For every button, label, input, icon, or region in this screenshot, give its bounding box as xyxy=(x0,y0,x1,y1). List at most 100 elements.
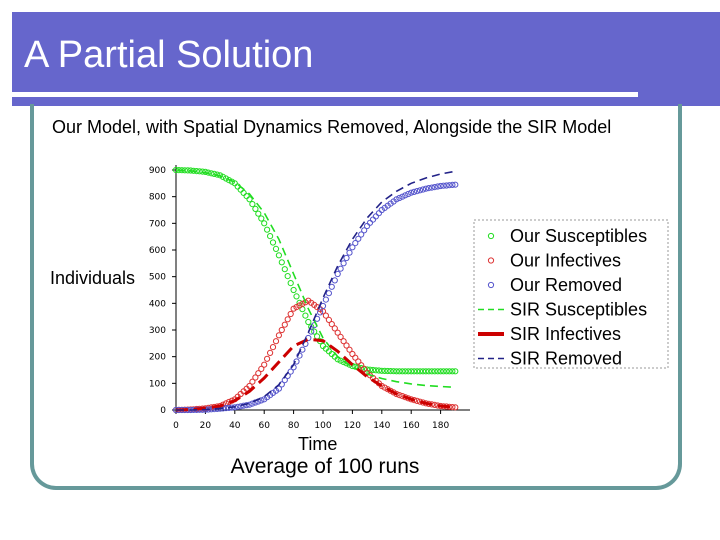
our-susceptibles-point xyxy=(305,318,312,326)
our-susceptibles-point xyxy=(296,299,303,306)
our-removed-point xyxy=(419,186,427,193)
our-removed-point xyxy=(422,185,429,192)
our-susceptibles-point xyxy=(452,368,459,375)
our-infectives-point xyxy=(249,378,256,385)
our-infectives-point xyxy=(258,365,265,372)
our-susceptibles-point xyxy=(384,367,391,375)
our-removed-point xyxy=(408,189,415,196)
our-infectives-point xyxy=(361,365,368,372)
our-susceptibles-point xyxy=(211,170,218,177)
our-susceptibles-point xyxy=(431,368,438,375)
our-removed-point xyxy=(405,190,412,198)
our-susceptibles-point xyxy=(375,367,382,374)
our-removed-point xyxy=(358,231,365,238)
our-infectives-point xyxy=(340,338,347,345)
our-susceptibles-series xyxy=(172,166,459,375)
our-susceptibles-point xyxy=(284,273,291,280)
our-susceptibles-point xyxy=(258,215,265,222)
our-susceptibles-point xyxy=(387,368,394,375)
title-bar xyxy=(12,12,720,106)
our-susceptibles-point xyxy=(437,368,444,375)
our-removed-point xyxy=(402,192,409,199)
our-infectives-point xyxy=(255,370,262,377)
y-tick-label: 0 xyxy=(160,406,166,416)
our-removed-point xyxy=(317,309,324,316)
our-susceptibles-point xyxy=(369,366,377,374)
our-infectives-legend-label: Our Infectives xyxy=(510,251,621,271)
our-removed-point xyxy=(443,182,450,189)
our-susceptibles-point xyxy=(393,368,400,375)
x-tick-label: 60 xyxy=(258,421,270,431)
our-removed-point xyxy=(411,188,418,195)
our-removed-point xyxy=(337,265,344,272)
our-susceptibles-point xyxy=(240,189,247,196)
our-susceptibles-point xyxy=(252,205,259,212)
our-removed-point xyxy=(446,182,453,189)
our-removed-series xyxy=(172,181,459,414)
our-infectives-point xyxy=(381,384,388,391)
our-removed-point xyxy=(340,260,347,267)
x-tick-label: 140 xyxy=(373,421,390,431)
our-susceptibles-point xyxy=(243,193,250,200)
our-susceptibles-point xyxy=(293,293,300,300)
our-removed-legend-marker xyxy=(487,281,495,289)
our-susceptibles-point xyxy=(214,171,221,178)
our-infectives-point xyxy=(269,344,277,351)
our-infectives-point xyxy=(264,355,271,362)
our-infectives-point xyxy=(246,382,253,390)
our-susceptibles-point xyxy=(399,368,406,375)
our-susceptibles-point xyxy=(416,368,424,375)
our-removed-point xyxy=(375,210,382,217)
our-susceptibles-point xyxy=(281,266,288,273)
our-susceptibles-point xyxy=(272,245,280,252)
our-removed-point xyxy=(372,213,379,220)
our-susceptibles-point xyxy=(278,259,285,266)
our-removed-point xyxy=(416,187,424,194)
our-susceptibles-point xyxy=(378,367,385,374)
our-susceptibles-point xyxy=(255,210,262,217)
our-removed-point xyxy=(440,182,447,189)
our-removed-point xyxy=(258,397,265,404)
x-tick-label: 180 xyxy=(432,421,449,431)
our-susceptibles-point xyxy=(199,168,206,175)
our-removed-point xyxy=(437,182,444,190)
our-susceptibles-point xyxy=(372,367,379,374)
our-susceptibles-point xyxy=(269,239,277,246)
our-removed-point xyxy=(355,235,362,242)
our-susceptibles-point xyxy=(246,196,253,203)
our-removed-point xyxy=(366,219,374,226)
sir-infectives-legend-label: SIR Infectives xyxy=(510,324,621,344)
our-susceptibles-point xyxy=(446,368,453,375)
our-susceptibles-point xyxy=(364,366,371,373)
our-removed-point xyxy=(237,403,244,410)
our-susceptibles-point xyxy=(405,368,412,375)
our-removed-point xyxy=(275,385,282,392)
our-removed-point xyxy=(331,277,338,284)
x-tick-label: 0 xyxy=(173,421,179,431)
our-susceptibles-legend-marker xyxy=(487,232,495,240)
our-infectives-point xyxy=(452,404,459,411)
y-tick-label: 600 xyxy=(149,246,166,256)
our-removed-point xyxy=(364,222,371,230)
our-susceptibles-point xyxy=(440,368,447,375)
our-removed-point xyxy=(322,296,329,303)
y-tick-label: 500 xyxy=(149,273,166,283)
our-removed-point xyxy=(414,188,421,195)
our-removed-point xyxy=(325,290,332,297)
our-infectives-point xyxy=(287,310,294,318)
x-tick-label: 100 xyxy=(314,421,331,431)
our-susceptibles-point xyxy=(408,368,415,375)
content-frame xyxy=(30,104,682,490)
legend-box xyxy=(473,219,669,369)
our-removed-point xyxy=(352,240,359,247)
sir-infectives-line xyxy=(175,337,456,412)
title-underline xyxy=(12,92,638,97)
our-susceptibles-point xyxy=(390,368,397,375)
our-infectives-point xyxy=(299,300,306,307)
our-susceptibles-point xyxy=(287,280,294,287)
our-susceptibles-point xyxy=(443,368,450,375)
our-removed-point xyxy=(434,183,441,190)
y-tick-label: 100 xyxy=(149,379,166,389)
chart-title: Our Model, with Spatial Dynamics Removed… xyxy=(52,117,611,137)
